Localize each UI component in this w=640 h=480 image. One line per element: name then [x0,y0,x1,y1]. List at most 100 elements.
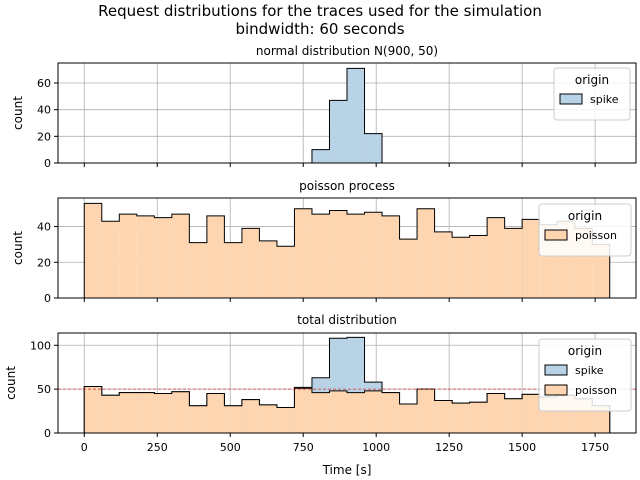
poisson-series-bar [452,237,470,298]
poisson-series-bar [592,405,610,433]
legend-label-spike: spike [590,93,619,106]
x-tick-label: 0 [81,441,88,454]
figure-subtitle: bindwidth: 60 seconds [235,20,404,38]
poisson-series-bar [382,392,400,433]
chart-panel-2: poisson process 0 20 40 count origin poisson [11,179,637,305]
axes-frame [57,197,637,299]
poisson-series-bar [101,395,120,433]
y-axis-label: count [11,96,25,130]
poisson-series-bar [136,215,155,298]
x-tick-label: 750 [293,441,314,454]
y-tick-label: 50 [37,383,51,396]
legend-label-poisson: poisson [575,229,617,242]
y-axis-label: count [11,231,25,265]
poisson-series-bar [136,392,155,433]
poisson-series-bar [592,244,610,298]
poisson-series-bar [241,399,260,433]
poisson-series-bar [84,386,102,433]
spike-series-outline [311,67,383,163]
poisson-series-bar [417,208,435,298]
poisson-series-bar [119,392,137,433]
legend-swatch-spike [544,364,568,376]
poisson-series-bar [399,239,418,298]
poisson-series-bar [487,393,505,433]
legend-label-poisson: poisson [575,384,617,397]
poisson-series-bar [206,215,225,298]
y-tick-label: 20 [37,130,51,143]
poisson-series-bar [84,203,102,298]
x-tick-label: 250 [147,441,168,454]
poisson-series-bar [452,403,470,433]
y-tick-label: 0 [44,292,51,305]
poisson-series-bar [241,228,260,298]
spike-series-bar [329,100,347,163]
poisson-series-bar [417,389,435,433]
poisson-series-bar [276,407,295,433]
legend-swatch-spike [559,93,583,105]
poisson-series-bar [311,392,330,433]
legend-box [553,67,631,121]
poisson-series-bar [329,390,347,433]
y-tick-label: 0 [44,427,51,440]
poisson-series-bar [364,390,383,433]
subplot-title: total distribution [297,313,397,327]
poisson-series-bar [329,210,347,298]
legend-box [538,203,632,257]
poisson-series-outline [83,202,611,298]
poisson-series-bar [224,405,242,433]
legend-title: origin [575,73,609,87]
poisson-series-bar [154,393,172,433]
x-tick-label: 500 [220,441,241,454]
poisson-series-bar [382,215,400,298]
axes-frame [57,332,637,434]
figure-title: Request distributions for the traces use… [98,2,542,20]
poisson-series-bar [399,404,418,433]
y-tick-label: 20 [37,256,51,269]
poisson-series-bar [171,214,190,298]
poisson-series-bar [434,400,453,433]
poisson-series-bar [189,405,207,433]
poisson-series-bar [469,235,488,298]
x-tick-label: 1500 [508,441,536,454]
poisson-series-bar [259,240,277,298]
y-tick-label: 60 [37,77,51,90]
subplot-title: poisson process [299,179,395,193]
y-axis-label: count [4,366,18,400]
poisson-series-bar [101,221,120,298]
poisson-series-bar [119,214,137,298]
poisson-series-bar [522,219,540,298]
x-tick-label: 1000 [362,441,390,454]
x-axis-label: Time [s] [322,463,372,477]
poisson-series-bar [434,231,453,298]
poisson-series-outline [83,386,611,433]
axes-frame [57,62,637,164]
spike-series-bar [364,133,383,163]
poisson-series-bar [504,398,523,433]
x-tick-label: 1750 [581,441,609,454]
poisson-series-bar [276,246,295,298]
poisson-series-bar [347,392,365,433]
x-tick-label: 1250 [435,441,463,454]
legend-title: origin [568,209,602,223]
poisson-series-bar [522,394,540,433]
legend-label-spike: spike [575,364,604,377]
legend-swatch-poisson [544,229,568,241]
poisson-series-bar [294,388,312,433]
poisson-series-bar [294,208,312,298]
y-tick-label: 40 [37,221,51,234]
poisson-series-bar [171,391,190,433]
subplot-title: normal distribution N(900, 50) [256,44,438,58]
poisson-series-bar [154,217,172,298]
poisson-series-bar [224,242,242,298]
poisson-series-bar [504,228,523,298]
poisson-series-bar [469,402,488,433]
legend-title: origin [568,344,602,358]
y-tick-label: 40 [37,104,51,117]
chart-panel-1: normal distribution N(900, 50) 0 20 40 60 cou… [11,44,637,170]
legend-swatch-poisson [544,384,568,396]
poisson-series-bar [364,212,383,298]
y-tick-label: 100 [30,339,51,352]
poisson-series-bar [487,217,505,298]
poisson-series-bar [259,404,277,433]
